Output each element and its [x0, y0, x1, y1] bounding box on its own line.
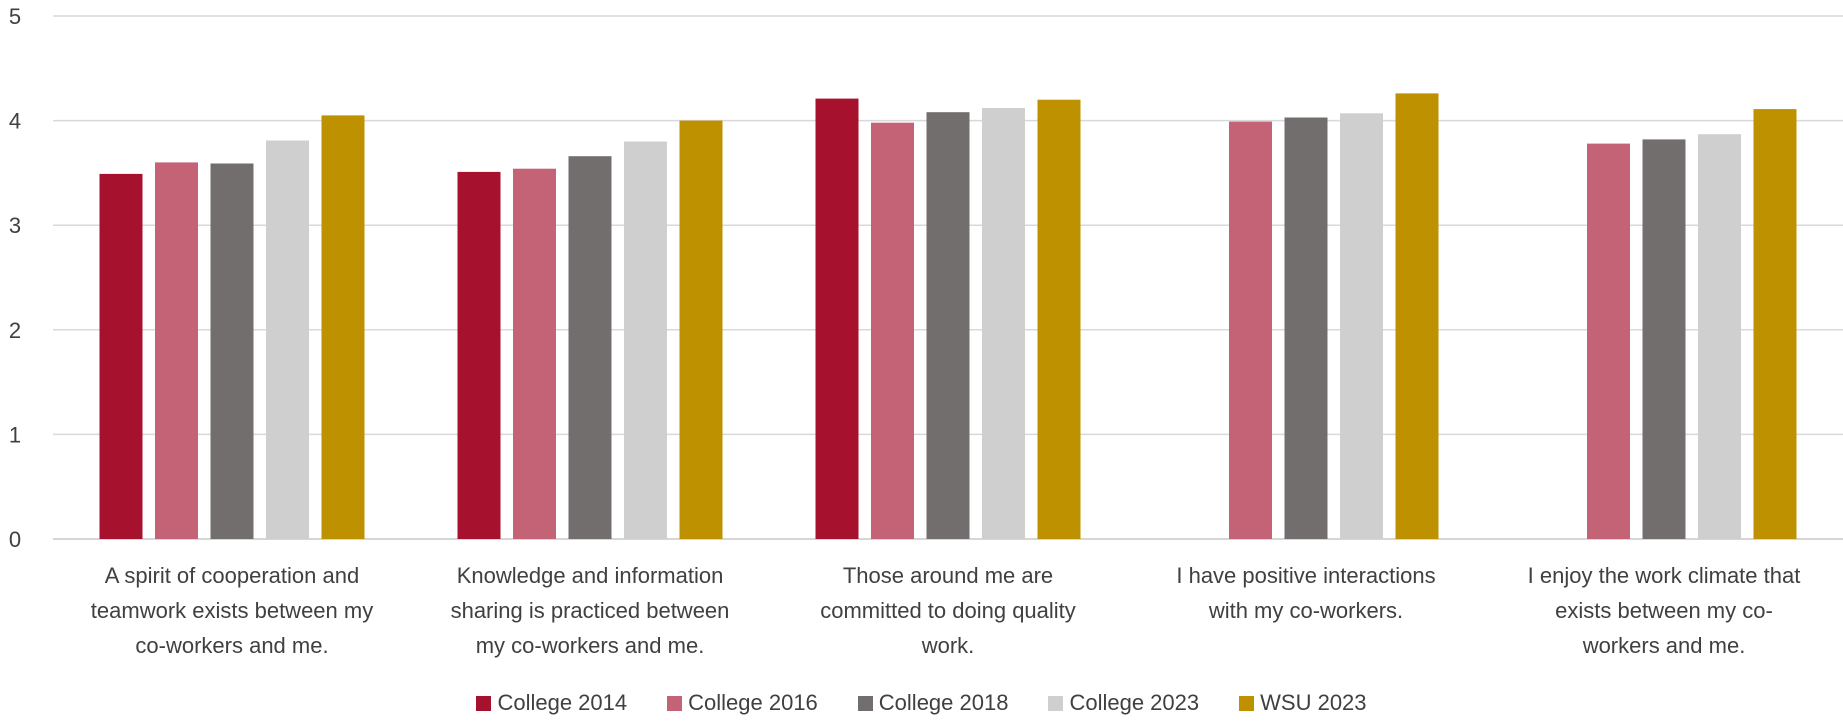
category-label-line: with my co-workers. — [1208, 598, 1403, 623]
bar-college-2016 — [1587, 143, 1630, 539]
category-label-line: I enjoy the work climate that — [1528, 563, 1801, 588]
category-label-line: teamwork exists between my — [91, 598, 373, 623]
category-label-line: Knowledge and information — [457, 563, 724, 588]
bar-wsu-2023 — [1037, 99, 1081, 539]
bar-college-2016 — [513, 168, 556, 539]
category-label: Those around me are committed to doing qu… — [820, 563, 1076, 658]
y-tick-label: 0 — [9, 527, 21, 552]
category-label: Knowledge and information sharing is prac… — [451, 563, 730, 658]
category-label-line: A spirit of cooperation and — [105, 563, 359, 588]
legend-label: WSU 2023 — [1260, 690, 1367, 715]
legend-item: WSU 2023 — [1239, 690, 1367, 716]
bar-wsu-2023 — [1395, 93, 1439, 540]
bar-college-2016 — [155, 162, 198, 539]
bars — [99, 93, 1797, 540]
bar-college-2023 — [624, 141, 667, 539]
bar-college-2016 — [871, 122, 914, 539]
y-tick-label: 4 — [9, 109, 21, 134]
y-tick-label: 3 — [9, 213, 21, 238]
y-tick-label: 5 — [9, 4, 21, 29]
bar-college-2018 — [210, 163, 254, 539]
category-label-line: sharing is practiced between — [451, 598, 730, 623]
bar-college-2016 — [1229, 121, 1272, 539]
bar-college-2023 — [1698, 134, 1741, 539]
bar-college-2023 — [266, 140, 309, 539]
legend-swatch — [1239, 695, 1255, 711]
y-tick-label: 2 — [9, 318, 21, 343]
category-label-line: exists between my co- — [1555, 598, 1773, 623]
category-label-line: I have positive interactions — [1176, 563, 1435, 588]
bar-college-2023 — [1340, 113, 1383, 540]
legend-item: College 2016 — [667, 690, 818, 716]
category-label: A spirit of cooperation and teamwork exis… — [91, 563, 373, 658]
legend-swatch — [476, 695, 492, 711]
legend-swatch — [1048, 695, 1064, 711]
y-tick-label: 1 — [9, 422, 21, 447]
category-label-line: committed to doing quality — [820, 598, 1076, 623]
legend-item: College 2018 — [857, 690, 1009, 716]
category-label-line: work. — [921, 633, 975, 658]
bar-college-2014 — [99, 173, 143, 539]
category-label-line: my co-workers and me. — [476, 633, 705, 658]
legend-label: College 2018 — [878, 690, 1009, 715]
category-label: I have positive interactions with my co-w… — [1176, 563, 1435, 623]
category-label: I enjoy the work climate that exists betw… — [1528, 563, 1801, 658]
legend-item: College 2023 — [1048, 690, 1199, 716]
category-label-line: co-workers and me. — [135, 633, 328, 658]
legend-item: College 2014 — [476, 690, 627, 716]
bar-wsu-2023 — [679, 120, 723, 539]
legend-swatch — [667, 695, 683, 711]
category-label-line: Those around me are — [843, 563, 1053, 588]
x-axis-category-labels: A spirit of cooperation and teamwork exis… — [91, 563, 1801, 658]
bar-college-2018 — [1642, 139, 1686, 539]
bar-college-2018 — [1284, 117, 1328, 539]
legend-label: College 2023 — [1069, 690, 1200, 715]
bar-college-2014 — [815, 98, 859, 539]
legend-swatch — [857, 695, 873, 711]
bar-college-2014 — [457, 171, 501, 539]
bar-wsu-2023 — [321, 115, 365, 540]
category-label-line: workers and me. — [1582, 633, 1746, 658]
legend: College 2014 College 2016 College 2018 Coll… — [0, 688, 1843, 718]
y-axis-ticks: 0 1 2 3 4 5 — [9, 4, 21, 552]
legend-label: College 2014 — [497, 690, 628, 715]
bar-wsu-2023 — [1753, 109, 1797, 539]
bar-college-2023 — [982, 108, 1025, 539]
legend-label: College 2016 — [688, 690, 818, 715]
bar-college-2018 — [926, 112, 970, 539]
bar-college-2018 — [568, 156, 612, 539]
